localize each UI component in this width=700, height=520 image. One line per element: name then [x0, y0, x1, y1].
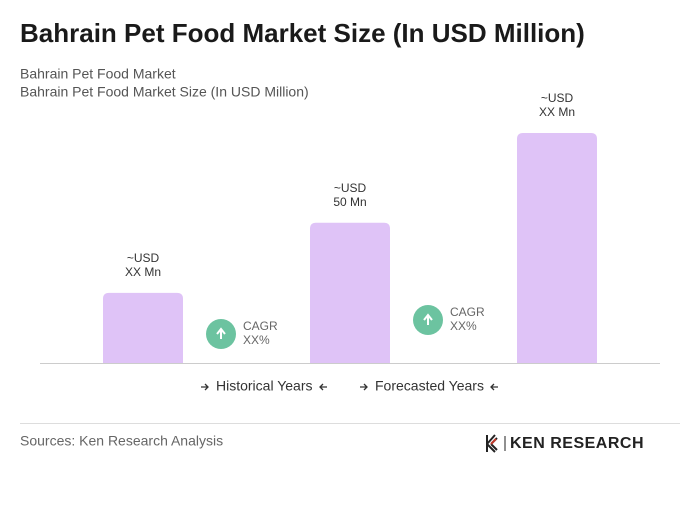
legend-arrow: [490, 383, 498, 391]
bar: [310, 222, 390, 363]
legend-arrow: [201, 383, 209, 391]
legend-label: Historical Years: [216, 378, 313, 394]
legend: Historical Years Forecasted Years: [201, 378, 498, 394]
bar: [103, 292, 183, 363]
value-label: XX Mn: [125, 265, 161, 279]
cagr-label: CAGR: [450, 305, 485, 319]
source: Sources: Ken Research Analysis: [20, 433, 223, 449]
cagr-arrow: [216, 327, 226, 339]
bar: [517, 133, 597, 363]
subtitle: Bahrain Pet Food Market: [20, 66, 176, 82]
brand: KEN RESEARCH: [510, 435, 644, 452]
logo: KEN RESEARCH: [486, 434, 644, 453]
legend-arrow: [319, 383, 327, 391]
cagr-label: XX%: [450, 319, 477, 333]
logo-accent: [490, 438, 497, 445]
cagr-label: CAGR: [243, 319, 278, 333]
legend-label: Forecasted Years: [375, 378, 484, 394]
legend-arrow: [360, 383, 368, 391]
value-label: ~USD: [541, 91, 574, 105]
cagr-label: XX%: [243, 333, 270, 347]
value-label: XX Mn: [539, 105, 575, 119]
value-label: ~USD: [334, 181, 367, 195]
chart-title: Bahrain Pet Food Market Size (In USD Mil…: [20, 18, 585, 48]
subtitle: Bahrain Pet Food Market Size (In USD Mil…: [20, 84, 309, 100]
value-label: ~USD: [127, 251, 160, 265]
value-label: 50 Mn: [333, 195, 366, 209]
cagr-arrow: [423, 313, 433, 325]
logo-mark: [486, 434, 498, 453]
